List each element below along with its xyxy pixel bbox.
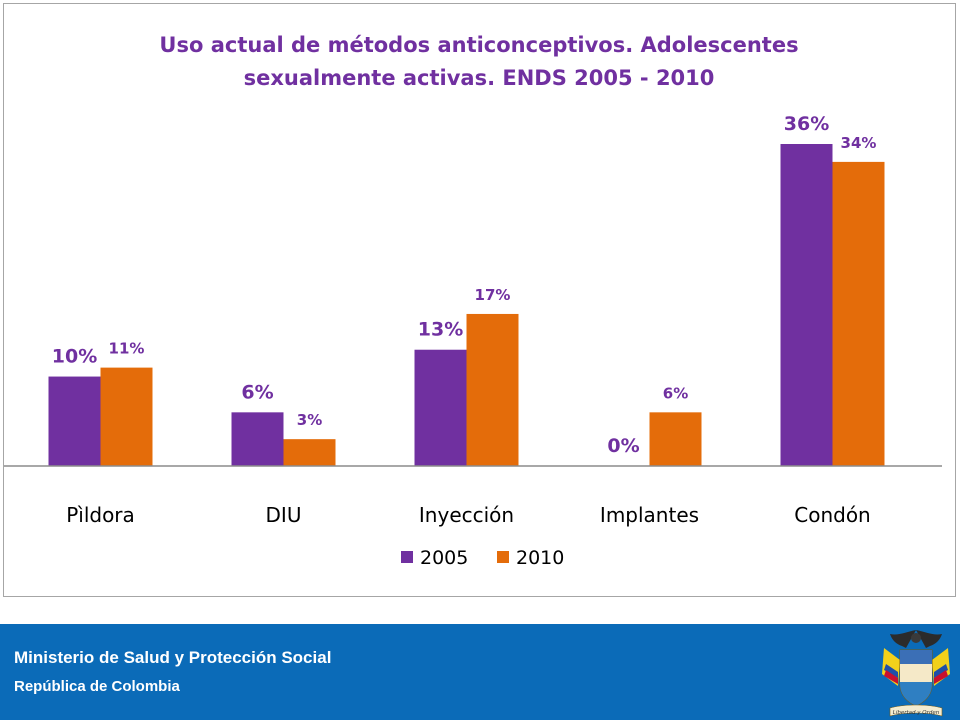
category-label-0: Pìldora [66,503,135,527]
bar-2010-0 [100,367,153,466]
data-label-2010-0: 11% [109,340,145,358]
bar-2010-3 [649,412,702,466]
data-label-2005-3: 0% [607,435,639,457]
category-label-2: Inyección [419,503,514,527]
footer-bar [0,624,960,720]
footer-country-name: República de Colombia [14,678,180,695]
data-label-2005-2: 13% [418,319,463,341]
category-label-4: Condón [794,503,870,527]
bars-layer: 10% 11% 6% 3% 13% 17% 0% 6% 36% 34% [48,113,885,466]
chart-svg: Uso actual de métodos anticonceptivos. A… [4,33,942,569]
bar-2005-0 [48,376,101,466]
svg-text:Libertad y Orden: Libertad y Orden [893,710,940,716]
data-label-2010-3: 6% [663,384,688,402]
legend-swatch-2010 [497,551,509,563]
data-label-2010-1: 3% [297,411,322,429]
chart-frame: Uso actual de métodos anticonceptivos. A… [3,3,956,597]
data-label-2010-2: 17% [475,286,511,304]
bar-2005-4 [780,144,833,466]
bar-2010-2 [466,313,519,466]
bar-2010-1 [283,439,336,466]
category-label-3: Implantes [600,503,699,527]
bar-2005-2 [414,349,467,466]
chart-title-line-1: Uso actual de métodos anticonceptivos. A… [159,33,798,57]
legend: 2005 2010 [401,547,564,569]
data-label-2005-1: 6% [241,381,273,403]
legend-swatch-2005 [401,551,413,563]
category-label-1: DIU [266,503,302,527]
data-label-2005-4: 36% [784,113,829,135]
legend-label-2010: 2010 [516,547,564,569]
category-labels: Pìldora DIU Inyección Implantes Condón [66,503,871,527]
data-label-2010-4: 34% [841,134,877,152]
colombia-coat-of-arms-icon: Libertad y Orden [882,630,950,717]
footer-ministry-name: Ministerio de Salud y Protección Social [14,648,332,667]
legend-label-2005: 2005 [420,547,468,569]
bar-2010-4 [832,161,885,466]
bar-2005-1 [231,412,284,466]
chart-title-line-2: sexualmente activas. ENDS 2005 - 2010 [244,66,715,90]
data-label-2005-0: 10% [52,346,97,368]
